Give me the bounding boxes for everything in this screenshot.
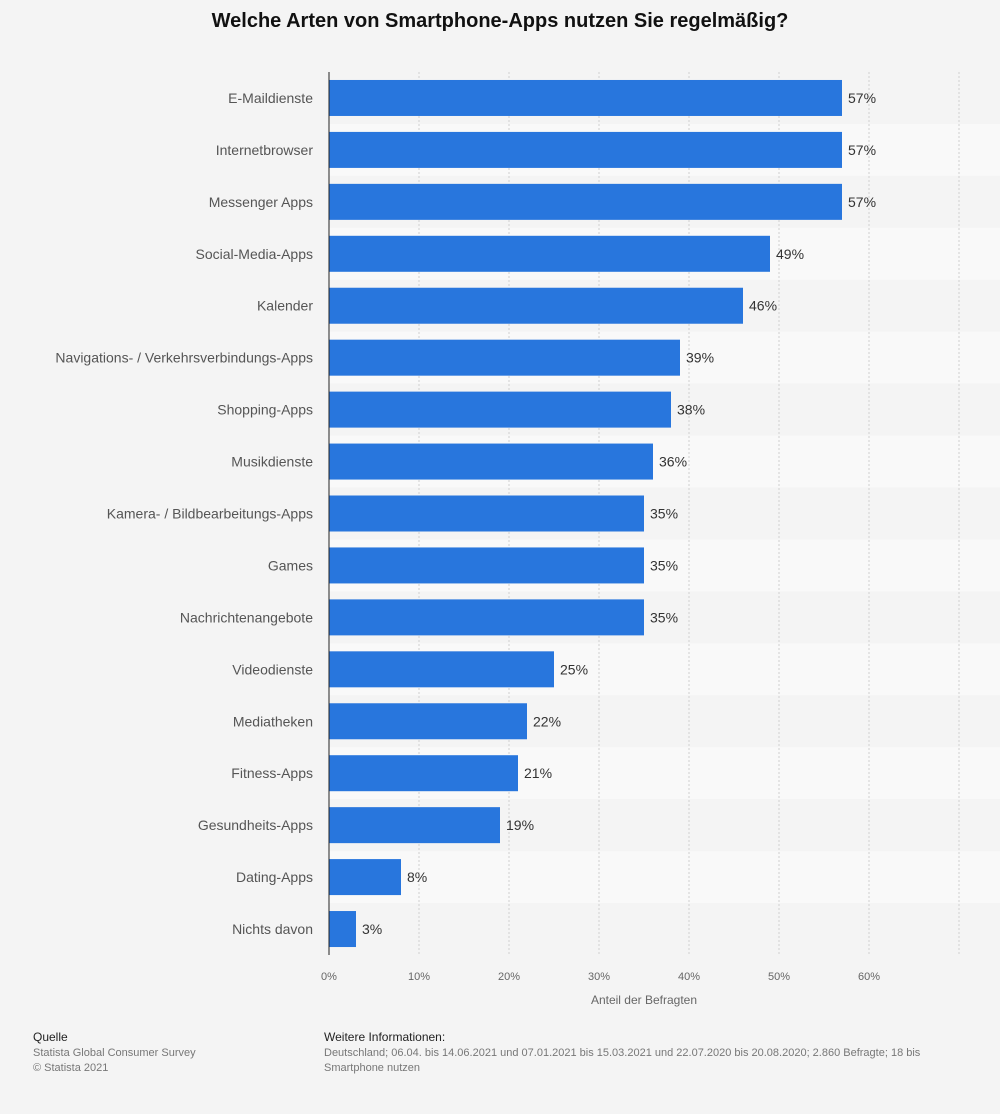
category-label: Kalender — [257, 298, 313, 314]
source-heading: Quelle — [33, 1030, 68, 1044]
category-label: Messenger Apps — [209, 194, 313, 210]
bar — [329, 79, 842, 116]
category-label: E-Maildienste — [228, 90, 313, 106]
category-label: Internetbrowser — [216, 142, 314, 158]
value-label: 39% — [686, 350, 714, 366]
bar — [329, 807, 500, 844]
category-label: Dating-Apps — [236, 869, 313, 885]
value-label: 21% — [524, 765, 552, 781]
bar — [329, 495, 644, 532]
x-tick-label: 60% — [858, 971, 880, 983]
x-tick-label: 10% — [408, 971, 430, 983]
value-label: 57% — [848, 142, 876, 158]
bar — [329, 859, 401, 896]
x-tick-label: 40% — [678, 971, 700, 983]
category-label: Musikdienste — [231, 454, 313, 470]
value-label: 57% — [848, 90, 876, 106]
value-label: 3% — [362, 921, 382, 937]
value-label: 36% — [659, 454, 687, 470]
bar — [329, 339, 680, 376]
x-axis-title: Anteil der Befragten — [591, 993, 697, 1007]
value-label: 8% — [407, 869, 427, 885]
footer-source: Quelle Statista Global Consumer Survey ©… — [33, 1030, 196, 1076]
bar — [329, 651, 554, 688]
source-line: Statista Global Consumer Survey — [33, 1047, 196, 1059]
bar — [329, 703, 527, 740]
category-label: Fitness-Apps — [231, 765, 313, 781]
x-tick-label: 0% — [321, 971, 337, 983]
value-label: 49% — [776, 246, 804, 262]
bar — [329, 599, 644, 636]
category-label: Nichts davon — [232, 921, 313, 937]
bar — [329, 547, 644, 584]
info-heading: Weitere Informationen: — [324, 1030, 446, 1044]
value-label: 35% — [650, 609, 678, 625]
category-label: Kamera- / Bildbearbeitungs-Apps — [107, 506, 313, 522]
row-band — [329, 903, 1000, 955]
bar — [329, 183, 842, 220]
category-label: Games — [268, 557, 313, 573]
row-band — [329, 851, 1000, 904]
category-label: Mediatheken — [233, 713, 313, 729]
category-label: Shopping-Apps — [217, 402, 313, 418]
value-label: 46% — [749, 298, 777, 314]
bar — [329, 755, 518, 792]
value-label: 25% — [560, 661, 588, 677]
chart-title: Welche Arten von Smartphone-Apps nutzen … — [211, 10, 789, 32]
bar — [329, 443, 653, 480]
x-tick-label: 20% — [498, 971, 520, 983]
bar — [329, 235, 770, 272]
x-tick-label: 30% — [588, 971, 610, 983]
category-label: Nachrichtenangebote — [180, 609, 313, 625]
category-label: Navigations- / Verkehrsverbindungs-Apps — [55, 350, 313, 366]
category-label: Gesundheits-Apps — [198, 817, 313, 833]
value-label: 57% — [848, 194, 876, 210]
copyright-line: © Statista 2021 — [33, 1062, 109, 1074]
footer-info: Weitere Informationen: Deutschland; 06.0… — [324, 1030, 1000, 1076]
bar — [329, 287, 743, 324]
value-label: 19% — [506, 817, 534, 833]
value-label: 38% — [677, 402, 705, 418]
category-label: Videodienste — [232, 661, 313, 677]
value-label: 22% — [533, 713, 561, 729]
bar — [329, 391, 671, 428]
bar — [329, 911, 356, 948]
info-text: Deutschland; 06.04. bis 14.06.2021 und 0… — [324, 1047, 921, 1074]
category-label: Social-Media-Apps — [196, 246, 314, 262]
bar — [329, 131, 842, 168]
value-label: 35% — [650, 557, 678, 573]
x-tick-label: 50% — [768, 971, 790, 983]
value-label: 35% — [650, 506, 678, 522]
